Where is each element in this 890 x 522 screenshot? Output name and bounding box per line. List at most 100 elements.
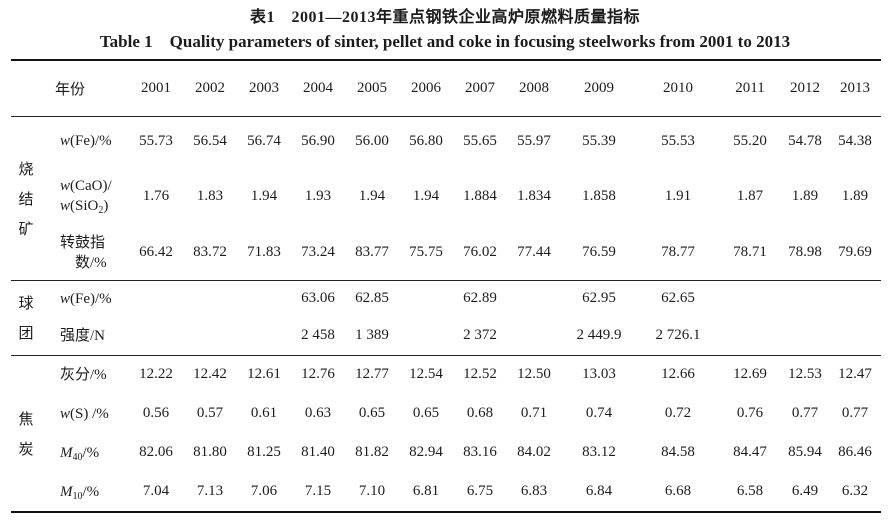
value-cell: 81.80 (193, 444, 227, 460)
value-cell: 12.69 (719, 354, 782, 394)
value-cell: 81.40 (301, 444, 335, 460)
year-header-row: 年份 2001 2002 2003 2004 2005 2006 2007 2008 2009 2… (11, 61, 881, 116)
value-cell: 62.65 (637, 279, 720, 317)
value-cell: 6.68 (664, 483, 692, 499)
value-cell: 12.54 (399, 354, 454, 394)
value-cell: 54.38 (838, 132, 872, 149)
value-cell: 86.46 (838, 444, 872, 460)
value-cell: 12.66 (637, 354, 720, 394)
row-label: M10/% (60, 483, 100, 502)
value-cell: 1.94 (250, 187, 278, 204)
value-cell: 1.858 (582, 187, 616, 204)
value-cell: 6.75 (466, 483, 494, 499)
value-cell: 2 726.1 (655, 327, 701, 344)
value-cell: 12.53 (781, 354, 830, 394)
value-cell (399, 317, 453, 355)
row-label: w(S) /% (60, 405, 109, 422)
value-cell: 55.20 (733, 132, 767, 149)
value-cell: 56.90 (301, 132, 335, 149)
value-cell: 2 372 (463, 327, 497, 344)
value-cell: 84.02 (517, 444, 551, 460)
year-header-cell: 2002 (195, 79, 226, 96)
value-cell: 66.42 (139, 244, 173, 261)
value-cell: 13.03 (561, 354, 638, 394)
table-row: M40/% 82.06 81.80 81.25 81.40 81.82 82.94 83.16… (11, 433, 881, 472)
value-cell: 55.73 (139, 132, 173, 149)
value-cell: 83.12 (582, 444, 616, 460)
value-cell: 55.39 (582, 132, 616, 149)
value-cell: 0.74 (585, 405, 613, 421)
table-row: 转鼓指 数/% 66.42 83.72 71.83 73.24 83.77 75.75 76.0… (11, 226, 881, 280)
value-cell: 12.61 (237, 354, 292, 394)
value-cell: 63.06 (291, 279, 346, 317)
value-cell: 1.884 (463, 187, 497, 204)
value-cell (237, 279, 292, 317)
value-cell (129, 279, 184, 317)
value-cell: 6.83 (520, 483, 548, 499)
value-cell: 0.68 (466, 405, 494, 421)
year-header-cell: 2006 (411, 79, 442, 96)
value-cell: 6.81 (412, 483, 440, 499)
value-cell: 12.50 (507, 354, 562, 394)
value-cell: 1.89 (841, 187, 869, 204)
value-cell: 0.77 (841, 405, 869, 421)
value-cell: 6.49 (791, 483, 819, 499)
value-cell (183, 279, 238, 317)
row-label: w(Fe)/% (41, 279, 130, 317)
value-cell: 0.56 (142, 405, 170, 421)
value-cell: 83.16 (463, 444, 497, 460)
value-cell: 2 458 (301, 327, 335, 344)
value-cell: 56.74 (247, 132, 281, 149)
value-cell (399, 279, 454, 317)
value-cell (237, 317, 291, 355)
value-cell: 75.75 (409, 244, 443, 261)
value-cell: 56.80 (409, 132, 443, 149)
value-cell: 79.69 (838, 244, 872, 261)
value-cell: 62.89 (453, 279, 508, 317)
value-cell (781, 317, 829, 355)
year-header-cell: 2010 (663, 79, 694, 96)
group-label-pellet: 球团 (11, 279, 41, 355)
value-cell: 76.02 (463, 244, 497, 261)
value-cell: 0.61 (250, 405, 278, 421)
row-label: M40/% (60, 444, 100, 463)
table-title-en: Table 1 Quality parameters of sinter, pe… (99, 32, 791, 51)
year-header-cell: 2005 (357, 79, 388, 96)
paper-table: 年份 2001 2002 2003 2004 2005 2006 2007 2008 2009 2… (11, 61, 882, 511)
group-label-sinter: 烧结矿 (18, 161, 34, 238)
paper-table-wrap: 年份 2001 2002 2003 2004 2005 2006 2007 2008 2009 2… (11, 59, 882, 513)
value-cell: 83.72 (193, 244, 227, 261)
row-label: 转鼓指 数/% (60, 234, 107, 271)
value-cell: 56.00 (355, 132, 389, 149)
year-header-cell: 2003 (249, 79, 280, 96)
table-row: M10/% 7.04 7.13 7.06 7.15 7.10 6.81 6.75 6.83 6.8… (11, 472, 881, 511)
value-cell: 12.42 (183, 354, 238, 394)
value-cell (129, 317, 183, 355)
value-cell: 62.85 (345, 279, 400, 317)
value-cell: 83.77 (355, 244, 389, 261)
value-cell: 73.24 (301, 244, 335, 261)
year-header-label: 年份 (55, 81, 86, 98)
value-cell: 62.95 (561, 279, 638, 317)
year-header-cell: 2011 (735, 79, 765, 96)
value-cell: 1.76 (142, 187, 170, 204)
value-cell: 55.65 (463, 132, 497, 149)
row-label: 强度/N (60, 327, 106, 344)
value-cell: 76.59 (582, 244, 616, 261)
value-cell: 0.65 (412, 405, 440, 421)
value-cell: 12.77 (345, 354, 400, 394)
value-cell: 0.57 (196, 405, 224, 421)
value-cell: 78.98 (788, 244, 822, 261)
value-cell: 0.77 (791, 405, 819, 421)
value-cell (781, 279, 830, 317)
value-cell: 81.25 (247, 444, 281, 460)
table-header: 年份 2001 2002 2003 2004 2005 2006 2007 2008 2009 2… (11, 61, 882, 116)
value-cell: 56.54 (193, 132, 227, 149)
group-label-coke: 焦炭 (11, 354, 41, 511)
value-cell: 82.06 (139, 444, 173, 460)
value-cell: 78.77 (661, 244, 695, 261)
value-cell: 55.53 (661, 132, 695, 149)
value-cell: 1.94 (358, 187, 386, 204)
value-cell: 71.83 (247, 244, 281, 261)
value-cell (507, 317, 561, 355)
